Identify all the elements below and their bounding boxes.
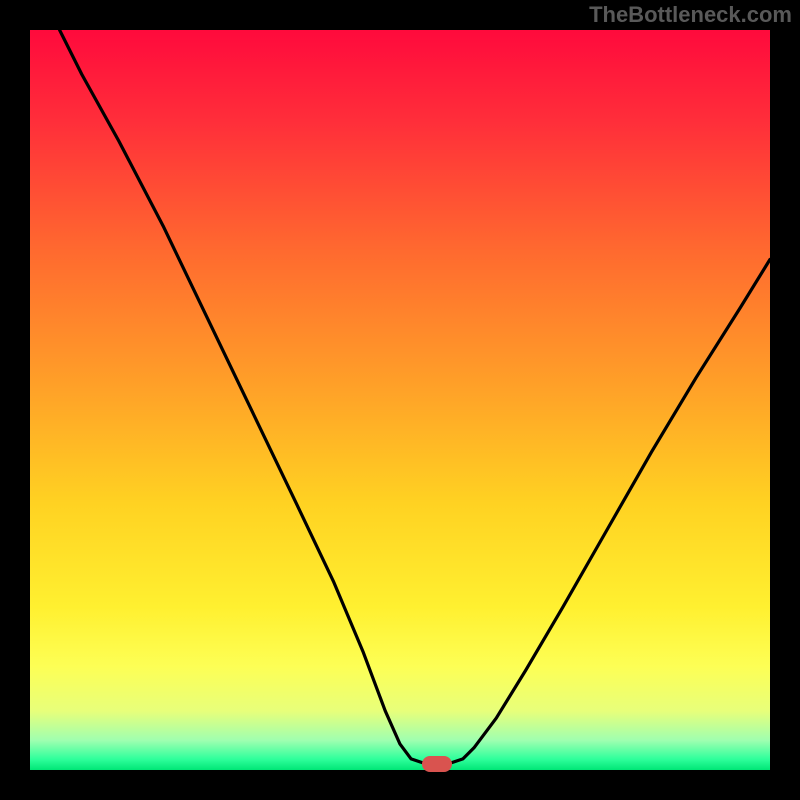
plot-area (30, 30, 770, 770)
optimum-marker (422, 756, 452, 772)
chart-frame: TheBottleneck.com (0, 0, 800, 800)
bottleneck-curve (30, 30, 770, 770)
curve-path (60, 30, 770, 763)
watermark-text: TheBottleneck.com (589, 2, 792, 28)
